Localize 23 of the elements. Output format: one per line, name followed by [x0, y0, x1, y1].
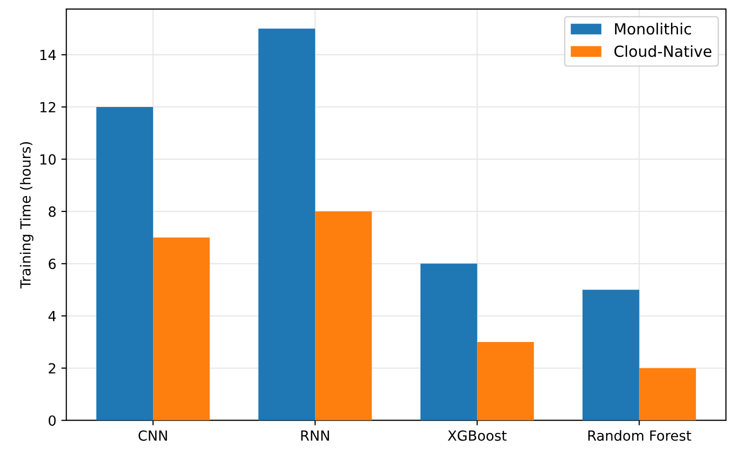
- bar: [420, 264, 478, 420]
- y-tick-label: 12: [40, 102, 56, 112]
- y-tick-label: 10: [40, 154, 56, 165]
- legend-label: Monolithic: [615, 22, 691, 35]
- legend-label: Cloud-Native: [614, 45, 712, 58]
- bar: [477, 342, 534, 420]
- y-tick-label: 6: [48, 258, 56, 270]
- x-tick-label: Random Forest: [588, 430, 692, 441]
- x-tick-label: XGBoost: [448, 430, 507, 441]
- y-tick-label: 8: [48, 206, 56, 217]
- y-tick-label: 14: [40, 50, 56, 60]
- bar: [315, 211, 372, 420]
- x-tick-label: RNN: [301, 430, 329, 441]
- y-tick-label: 4: [48, 311, 56, 322]
- y-tick-label: 2: [48, 363, 56, 374]
- y-axis-title: Training Time (hours): [20, 142, 34, 288]
- bar: [96, 106, 154, 420]
- bar: [258, 28, 316, 420]
- bar: [639, 368, 696, 420]
- y-tick-label: 0: [48, 415, 56, 426]
- bar: [153, 238, 210, 420]
- bar: [582, 290, 640, 420]
- x-tick-label: CNN: [138, 430, 167, 441]
